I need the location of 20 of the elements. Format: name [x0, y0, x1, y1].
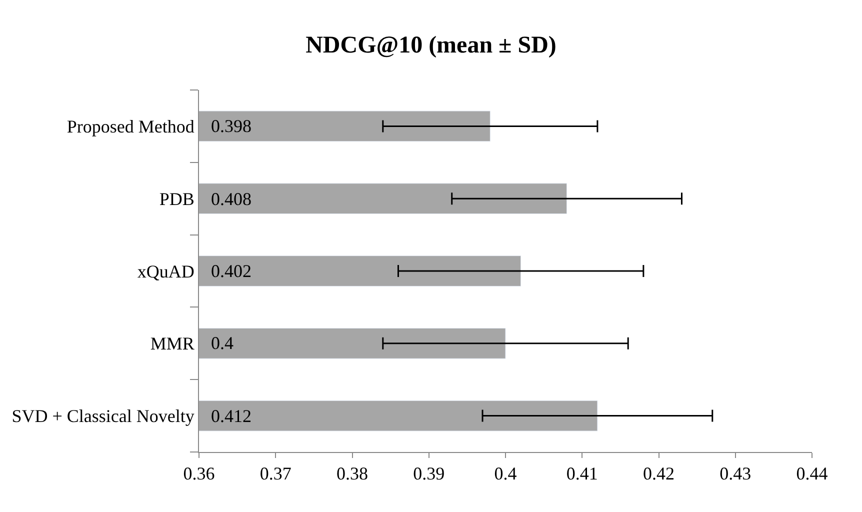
- data-label: 0.408: [211, 189, 252, 209]
- y-tick-label: SVD + Classical Novelty: [12, 406, 194, 426]
- x-tick-label: 0.41: [566, 464, 598, 484]
- x-tick-label: 0.4: [494, 464, 517, 484]
- y-tick-label: PDB: [159, 188, 194, 209]
- x-tick-label: 0.36: [183, 464, 215, 484]
- x-tick-label: 0.43: [720, 464, 752, 484]
- data-label: 0.4: [211, 333, 234, 353]
- x-tick-label: 0.44: [796, 464, 828, 484]
- x-tick-label: 0.42: [643, 464, 674, 484]
- y-tick-label: xQuAD: [137, 261, 194, 282]
- x-tick-label: 0.38: [336, 464, 368, 484]
- x-tick-label: 0.39: [413, 464, 445, 484]
- data-label: 0.402: [211, 261, 252, 281]
- y-tick-label: MMR: [150, 334, 194, 354]
- data-label: 0.412: [211, 406, 252, 426]
- y-tick-label: Proposed Method: [66, 116, 194, 136]
- x-tick-label: 0.37: [260, 464, 292, 484]
- chart-title: NDCG@10 (mean ± SD): [306, 32, 556, 59]
- data-label: 0.398: [211, 116, 252, 136]
